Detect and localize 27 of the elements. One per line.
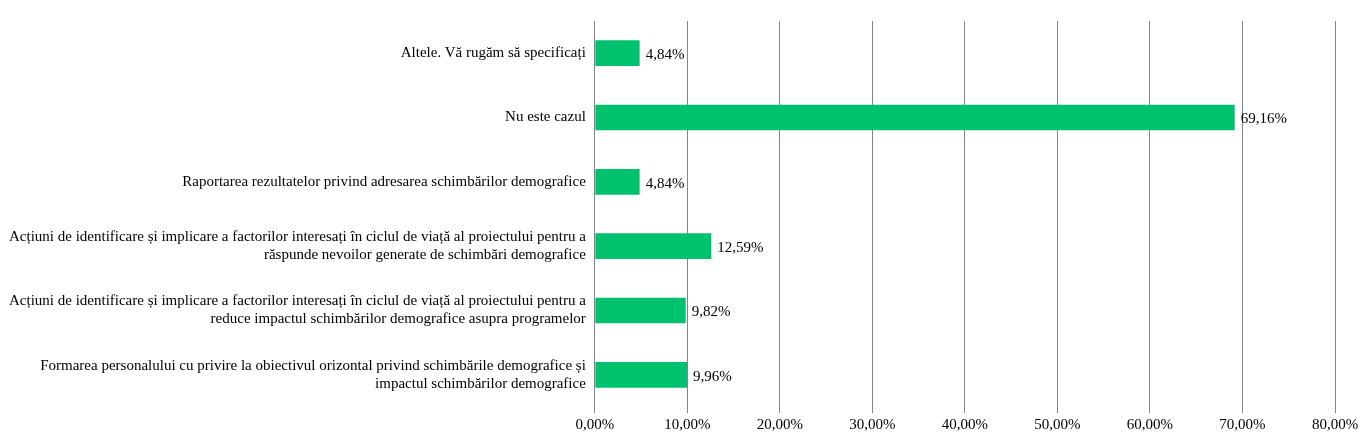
x-tick-label: 30,00% — [849, 415, 896, 432]
bar — [595, 233, 712, 260]
bar — [595, 168, 640, 195]
x-tick-label: 70,00% — [1219, 415, 1266, 432]
data-label: 12,59% — [717, 239, 764, 256]
y-tick-label: Formarea personalului cu privire la obiectivul orizontal privind schimbările demografice și impactul schimbărilor demografice — [40, 356, 587, 391]
x-tick-label: 40,00% — [941, 415, 989, 432]
y-tick-label: Acțiuni de identificare și implicare a factorilor interesați în ciclul de viață al proiectului pentru a răspunde nevoilor generate de schimbări demografice — [8, 228, 587, 263]
bar — [595, 297, 686, 324]
data-label: 69,16% — [1240, 110, 1287, 127]
x-tick-label: 0,00% — [575, 415, 615, 432]
y-tick-label: Altele. Vă rugăm să specificați — [400, 44, 586, 62]
data-label: 9,96% — [693, 367, 732, 384]
x-tick-label: 60,00% — [1126, 415, 1174, 432]
y-tick-label: Acțiuni de identificare și implicare a factorilor interesați în ciclul de viață al proiectului pentru a reduce impactul schimbărilor demografice asupra programelor — [8, 292, 587, 327]
x-tick-label: 80,00% — [1311, 415, 1359, 432]
y-tick-label: Nu este cazul — [505, 108, 586, 125]
x-tick-label: 20,00% — [756, 415, 804, 432]
y-tick-label: Raportarea rezultatelor privind adresarea schimbărilor demografice — [182, 172, 587, 189]
data-label: 4,84% — [645, 174, 685, 191]
data-label: 9,82% — [691, 303, 731, 320]
bar — [595, 40, 640, 67]
bar — [595, 361, 687, 388]
bar — [595, 104, 1235, 131]
x-tick-label: 50,00% — [1034, 415, 1081, 432]
data-label: 4,84% — [645, 46, 685, 63]
x-tick-label: 10,00% — [664, 415, 711, 432]
